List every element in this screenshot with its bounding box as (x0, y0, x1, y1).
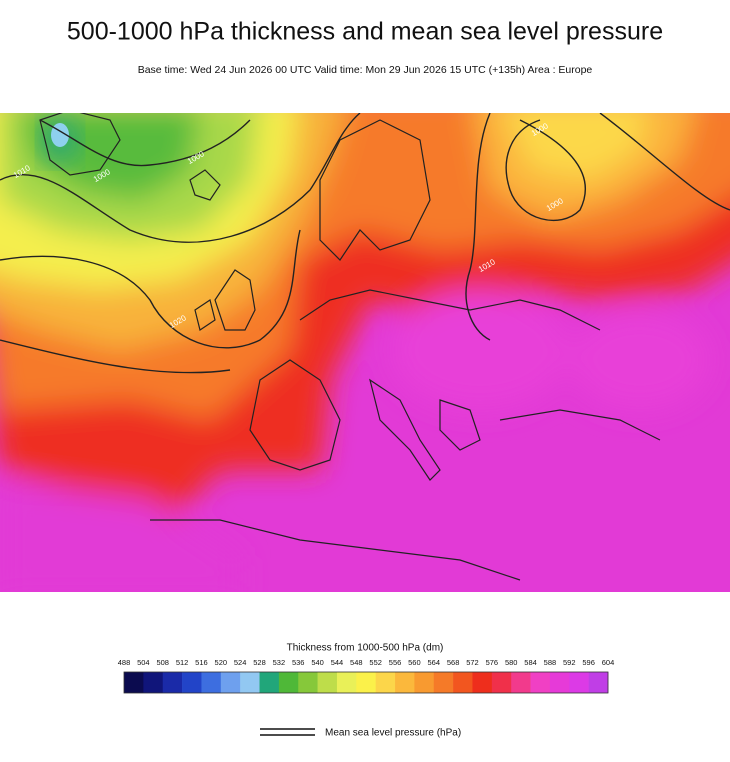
colorbar-tick-label: 568 (447, 658, 460, 667)
colorbar-tick-label: 548 (350, 658, 363, 667)
colorbar-tick-label: 528 (253, 658, 266, 667)
colorbar-tick-label: 488 (118, 658, 131, 667)
colorbar-segment (588, 672, 609, 693)
colorbar-segment (143, 672, 164, 693)
colorbar-segment (530, 672, 551, 693)
colorbar-tick-label: 604 (602, 658, 615, 667)
colorbar-segment (317, 672, 338, 693)
colorbar-tick-label: 588 (544, 658, 557, 667)
colorbar-segment (182, 672, 202, 693)
colorbar-tick-label: 508 (156, 658, 169, 667)
colorbar-segment (569, 672, 589, 693)
colorbar-segment (453, 672, 473, 693)
colorbar-segment (124, 672, 144, 693)
colorbar-tick-label: 544 (331, 658, 344, 667)
colorbar-frame (123, 671, 609, 694)
colorbar-tick-label: 580 (505, 658, 518, 667)
colorbar-tick-label: 524 (234, 658, 247, 667)
colorbar-tick-label: 592 (563, 658, 576, 667)
colorbar-segment (278, 672, 299, 693)
colorbar-tick-label: 520 (215, 658, 228, 667)
title: 500-1000 hPa thickness and mean sea leve… (67, 18, 663, 46)
colorbar-segment (336, 672, 357, 693)
colorbar-segment (298, 672, 318, 693)
colorbar-segment (240, 672, 260, 693)
colorbar-tick-label: 540 (311, 658, 324, 667)
colorbar-tick-label: 576 (486, 658, 499, 667)
colorbar-tick-label: 532 (273, 658, 286, 667)
colorbar-tick-label: 596 (582, 658, 595, 667)
colorbar-tick-label: 504 (137, 658, 150, 667)
colorbar-segment (511, 672, 531, 693)
isobars (0, 113, 730, 374)
colorbar-segment (201, 672, 222, 693)
colorbar-tick-label: 584 (524, 658, 537, 667)
subtitle: Base time: Wed 24 Jun 2026 00 UTC Valid … (138, 64, 593, 76)
colorbar-segment (549, 672, 570, 693)
colorbar-segment (414, 672, 435, 693)
colorbar-label: Thickness from 1000-500 hPa (dm) (287, 643, 444, 654)
colorbar-tick-label: 536 (292, 658, 305, 667)
colorbar-tick-label: 564 (428, 658, 441, 667)
colorbar-tick-label: 560 (408, 658, 421, 667)
colorbar-segment (220, 672, 241, 693)
colorbar-tick-label: 516 (195, 658, 208, 667)
colorbar-segment (472, 672, 493, 693)
colorbar-tick-label: 512 (176, 658, 189, 667)
colorbar-segment (375, 672, 396, 693)
colorbar-segment (259, 672, 280, 693)
legend-label: Mean sea level pressure (hPa) (325, 728, 461, 739)
colorbar-segment (491, 672, 512, 693)
colorbar-segment (356, 672, 376, 693)
coastlines (39, 113, 661, 581)
colorbar-tick-label: 556 (389, 658, 402, 667)
colorbar-segment (162, 672, 183, 693)
colorbar-segment (433, 672, 454, 693)
colorbar-segment (395, 672, 415, 693)
colorbar-tick-label: 552 (369, 658, 382, 667)
colorbar-tick-label: 572 (466, 658, 479, 667)
